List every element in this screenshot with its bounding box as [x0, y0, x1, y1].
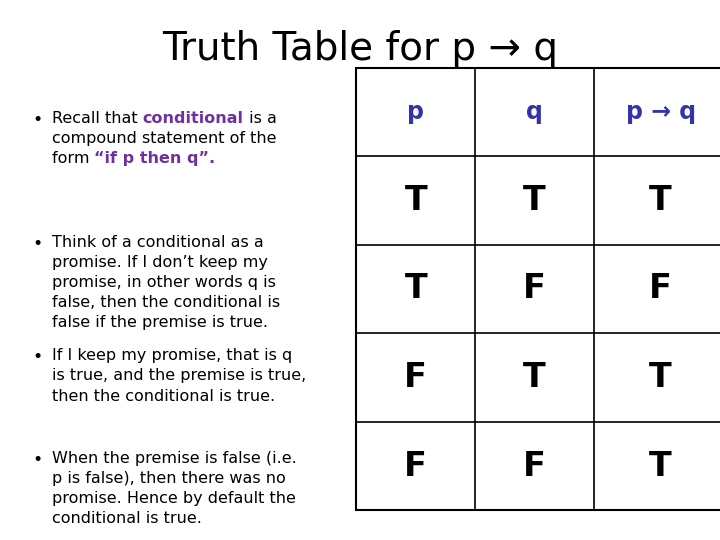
Text: T: T — [405, 184, 427, 217]
Text: false if the premise is true.: false if the premise is true. — [52, 315, 268, 330]
Text: •: • — [32, 348, 42, 366]
Text: T: T — [649, 449, 672, 483]
Text: conditional: conditional — [143, 111, 243, 126]
Text: p is false), then there was no: p is false), then there was no — [52, 471, 286, 486]
Text: F: F — [405, 449, 427, 483]
Text: •: • — [32, 451, 42, 469]
Text: false, then the conditional is: false, then the conditional is — [52, 295, 280, 310]
Text: Think of a conditional as a: Think of a conditional as a — [52, 235, 264, 250]
Text: T: T — [649, 184, 672, 217]
Text: F: F — [649, 272, 672, 306]
Text: If I keep my promise, that is q: If I keep my promise, that is q — [52, 348, 292, 363]
Text: F: F — [523, 272, 546, 306]
Text: promise, in other words q is: promise, in other words q is — [52, 275, 276, 290]
Text: form: form — [52, 151, 94, 166]
Text: •: • — [32, 235, 42, 253]
Text: p → q: p → q — [626, 100, 696, 124]
Text: “if p then q”.: “if p then q”. — [94, 151, 215, 166]
Text: conditional is true.: conditional is true. — [52, 511, 202, 526]
Text: Recall that: Recall that — [52, 111, 143, 126]
Text: promise. If I don’t keep my: promise. If I don’t keep my — [52, 255, 268, 270]
Text: promise. Hence by default the: promise. Hence by default the — [52, 491, 296, 506]
Text: F: F — [523, 449, 546, 483]
Bar — [356, 68, 720, 510]
Text: When the premise is false (i.e.: When the premise is false (i.e. — [52, 451, 297, 466]
Text: Truth Table for p → q: Truth Table for p → q — [162, 30, 558, 68]
Text: T: T — [405, 272, 427, 306]
Text: F: F — [405, 361, 427, 394]
Text: is true, and the premise is true,: is true, and the premise is true, — [52, 368, 306, 383]
Text: is a: is a — [243, 111, 276, 126]
Text: T: T — [523, 361, 546, 394]
Text: •: • — [32, 111, 42, 129]
Text: then the conditional is true.: then the conditional is true. — [52, 389, 275, 403]
Text: q: q — [526, 100, 543, 124]
Text: compound statement of the: compound statement of the — [52, 131, 276, 146]
Text: p: p — [408, 100, 424, 124]
Text: T: T — [523, 184, 546, 217]
Text: T: T — [649, 361, 672, 394]
